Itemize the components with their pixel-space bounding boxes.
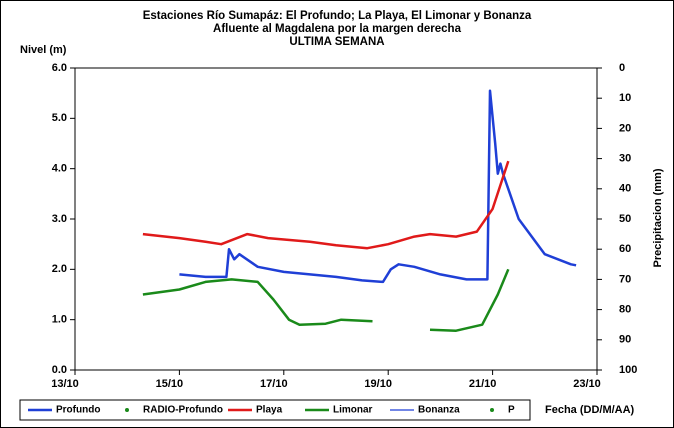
y2-tick-label: 10 <box>619 92 631 104</box>
y-tick-label: 3.0 <box>52 213 67 225</box>
x-tick-label: 21/10 <box>469 378 497 390</box>
y2-tick-label: 70 <box>619 273 631 285</box>
y-axis-label: Nivel (m) <box>20 44 67 56</box>
y2-tick-label: 0 <box>619 62 625 74</box>
chart-subtitle: Afluente al Magdalena por la margen dere… <box>213 23 462 35</box>
legend-label: Bonanza <box>418 405 460 416</box>
legend-label: RADIO-Profundo <box>143 405 223 416</box>
y-tick-label: 5.0 <box>52 112 67 124</box>
legend-label: Profundo <box>56 405 100 416</box>
legend <box>19 399 531 421</box>
y-tick-label: 4.0 <box>52 163 67 175</box>
y2-tick-label: 60 <box>619 243 631 255</box>
chart-title: Estaciones Río Sumapáz: El Profundo; La … <box>143 10 532 22</box>
x-tick-label: 13/10 <box>51 378 79 390</box>
legend-label: P <box>508 405 515 416</box>
legend-label: Limonar <box>333 405 373 416</box>
x-axis-label: Fecha (DD/M/AA) <box>545 404 635 416</box>
series-line <box>142 160 510 250</box>
y2-tick-label: 50 <box>619 213 631 225</box>
y-tick-label: 2.0 <box>52 263 67 275</box>
y2-tick-label: 100 <box>619 364 637 376</box>
chart-subtitle: ULTIMA SEMANA <box>289 36 384 48</box>
y-tick-label: 0.0 <box>52 364 67 376</box>
y2-tick-label: 80 <box>619 304 631 316</box>
y-tick-label: 6.0 <box>52 62 67 74</box>
legend-marker <box>490 408 494 412</box>
y2-tick-label: 30 <box>619 153 631 165</box>
x-tick-label: 23/10 <box>573 378 601 390</box>
legend-marker <box>125 408 129 412</box>
y2-axis-label: Precipitacion (mm) <box>652 168 664 267</box>
series-line <box>179 89 577 284</box>
y2-tick-label: 40 <box>619 183 631 195</box>
legend-label: Playa <box>256 405 283 416</box>
y2-tick-label: 20 <box>619 122 631 134</box>
x-tick-label: 17/10 <box>260 378 288 390</box>
series-line <box>142 268 510 332</box>
y-tick-label: 1.0 <box>52 314 67 326</box>
x-tick-label: 19/10 <box>364 378 392 390</box>
y2-tick-label: 90 <box>619 334 631 346</box>
x-tick-label: 15/10 <box>156 378 184 390</box>
